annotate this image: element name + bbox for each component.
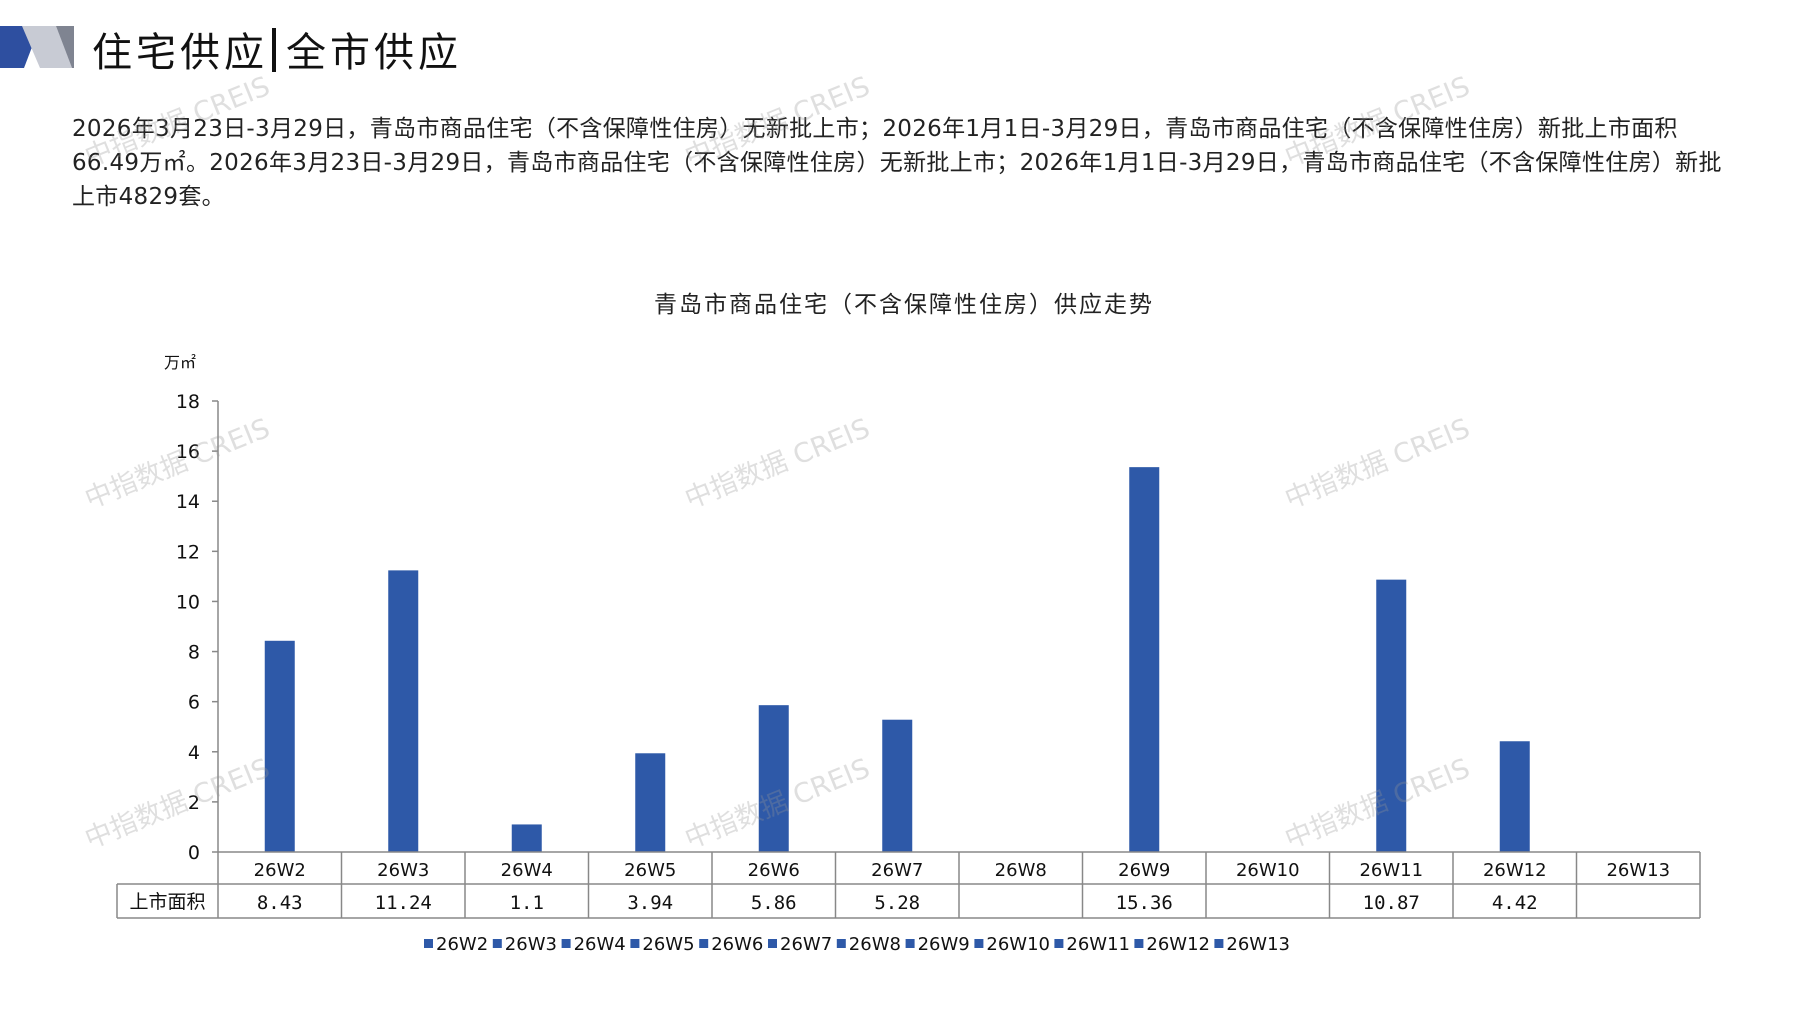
data-label: 5.86 <box>751 892 797 914</box>
legend-swatch <box>561 939 571 948</box>
y-tick-label: 14 <box>176 491 200 513</box>
legend-swatch <box>424 939 433 948</box>
x-tick-label: 26W2 <box>254 860 306 881</box>
legend-item: 26W13 <box>1226 934 1290 955</box>
x-tick-label: 26W7 <box>871 860 923 881</box>
legend-swatch <box>699 939 709 948</box>
legend-item: 26W11 <box>1066 934 1130 955</box>
data-label: 1.1 <box>510 892 544 914</box>
data-label: 3.94 <box>627 892 673 914</box>
legend-item: 26W8 <box>849 934 901 955</box>
x-tick-label: 26W3 <box>377 860 429 881</box>
bar <box>1129 467 1160 852</box>
bar <box>1499 741 1530 852</box>
legend-swatch <box>905 939 915 948</box>
brand-logo <box>0 26 74 68</box>
bar <box>635 753 666 852</box>
bar <box>388 570 419 852</box>
data-label: 8.43 <box>257 892 303 914</box>
y-tick-label: 6 <box>188 692 200 714</box>
data-label: 10.87 <box>1363 892 1420 914</box>
x-tick-label: 26W8 <box>995 860 1047 881</box>
bar <box>758 705 789 852</box>
x-tick-label: 26W13 <box>1606 860 1670 881</box>
legend-swatch <box>974 939 984 948</box>
legend-item: 26W7 <box>780 934 832 955</box>
x-tick-label: 26W11 <box>1359 860 1423 881</box>
legend-item: 26W3 <box>505 934 557 955</box>
y-tick-label: 4 <box>188 742 200 764</box>
x-tick-label: 26W9 <box>1118 860 1170 881</box>
page-title: 住宅供应 全市供应 <box>92 20 462 78</box>
legend-item: 26W10 <box>986 934 1050 955</box>
summary-text: 2026年3月23日-3月29日，青岛市商品住宅（不含保障性住房）无新批上市；2… <box>72 112 1732 214</box>
chart-title: 青岛市商品住宅（不含保障性住房）供应走势 <box>654 292 1154 318</box>
legend-item: 26W12 <box>1146 934 1210 955</box>
data-label: 11.24 <box>375 892 432 914</box>
summary-paragraph: 2026年3月23日-3月29日，青岛市商品住宅（不含保障性住房）无新批上市；2… <box>72 116 1722 210</box>
data-label: 5.28 <box>874 892 920 914</box>
data-label: 4.42 <box>1492 892 1538 914</box>
y-axis-unit: 万㎡ <box>164 353 196 372</box>
legend-swatch <box>768 939 777 948</box>
bar <box>882 719 913 852</box>
y-tick-label: 2 <box>188 792 200 814</box>
table-row-label: 上市面积 <box>129 891 205 913</box>
y-tick-label: 8 <box>188 642 200 664</box>
page-title-left: 住宅供应 <box>92 30 268 76</box>
legend-swatch <box>1134 939 1144 948</box>
legend-swatch <box>492 939 502 948</box>
y-tick-label: 16 <box>176 441 200 463</box>
legend-swatch <box>1054 939 1064 948</box>
x-tick-label: 26W6 <box>748 860 800 881</box>
x-tick-label: 26W10 <box>1236 860 1300 881</box>
title-separator <box>272 28 276 72</box>
bar <box>264 640 295 852</box>
legend-item: 26W6 <box>711 934 763 955</box>
legend-swatch <box>1214 939 1224 948</box>
y-tick-label: 10 <box>176 591 200 613</box>
legend-swatch <box>630 939 640 948</box>
x-tick-label: 26W12 <box>1483 860 1547 881</box>
page-title-right: 全市供应 <box>286 30 462 76</box>
y-tick-label: 18 <box>176 391 200 413</box>
legend-item: 26W4 <box>574 934 626 955</box>
legend-item: 26W9 <box>918 934 970 955</box>
bar <box>511 824 542 852</box>
y-tick-label: 0 <box>188 842 200 864</box>
legend-item: 26W5 <box>642 934 694 955</box>
data-label: 15.36 <box>1116 892 1173 914</box>
x-tick-label: 26W4 <box>501 860 553 881</box>
y-tick-label: 12 <box>176 541 200 563</box>
legend-swatch <box>836 939 846 948</box>
x-tick-label: 26W5 <box>624 860 676 881</box>
bar <box>1376 579 1407 852</box>
legend-item: 26W2 <box>436 934 488 955</box>
